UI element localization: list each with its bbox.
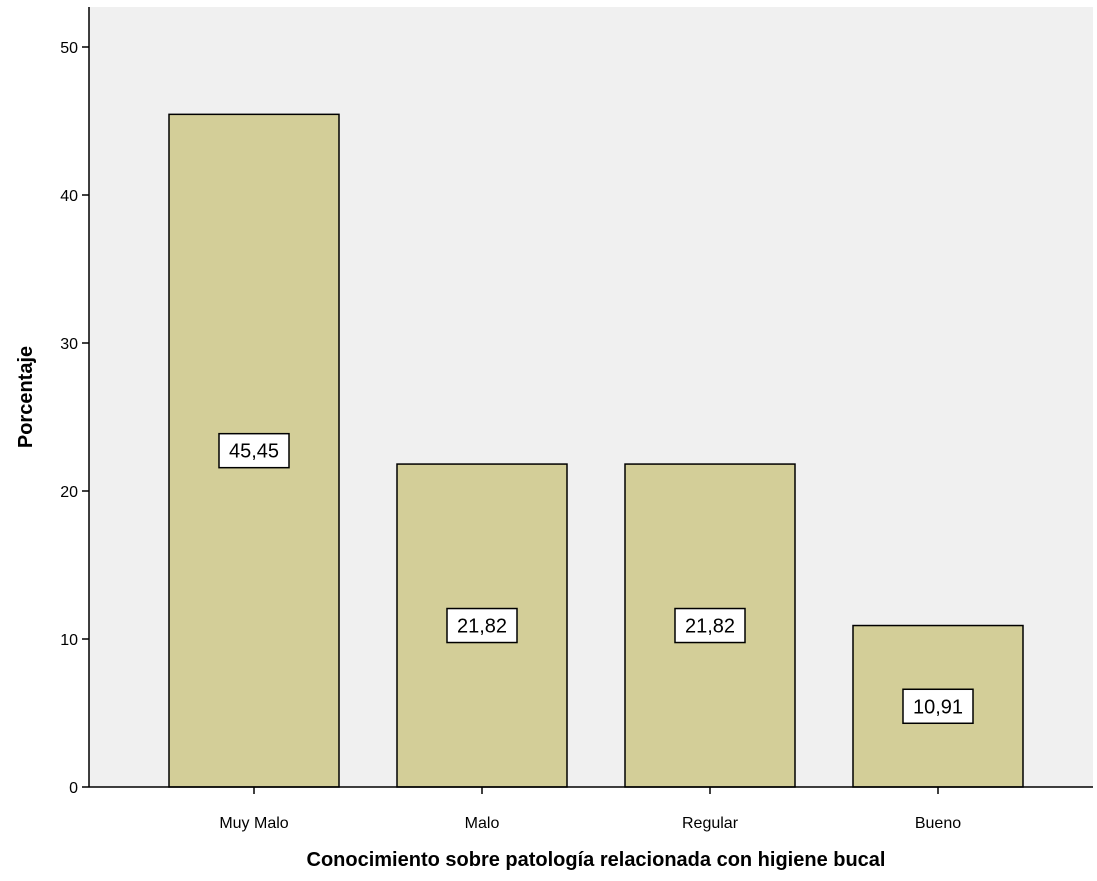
x-tick-label: Malo	[465, 815, 500, 832]
x-tick-label: Regular	[682, 815, 739, 832]
data-label: 21,82	[674, 607, 746, 644]
y-tick-label: 10	[60, 632, 78, 649]
data-label-value: 10,91	[913, 696, 963, 718]
y-tick-label: 40	[60, 188, 78, 205]
y-tick-label: 30	[60, 336, 78, 353]
data-label: 45,45	[218, 432, 290, 469]
data-label-box	[218, 432, 290, 469]
y-axis-title: Porcentaje	[15, 346, 37, 448]
y-tick-label: 0	[69, 780, 78, 797]
x-tick-label: Muy Malo	[219, 815, 288, 832]
x-axis-title: Conocimiento sobre patología relacionada…	[307, 849, 886, 871]
data-label-value: 45,45	[229, 441, 279, 463]
data-label-value: 21,82	[685, 616, 735, 638]
data-label-box	[674, 607, 746, 644]
x-tick-label: Bueno	[915, 815, 961, 832]
y-tick-label: 50	[60, 40, 78, 57]
data-label: 10,91	[902, 688, 974, 725]
data-label-box	[902, 688, 974, 725]
data-label: 21,82	[446, 607, 518, 644]
y-tick-label: 20	[60, 484, 78, 501]
data-label-box	[446, 607, 518, 644]
data-label-value: 21,82	[457, 616, 507, 638]
